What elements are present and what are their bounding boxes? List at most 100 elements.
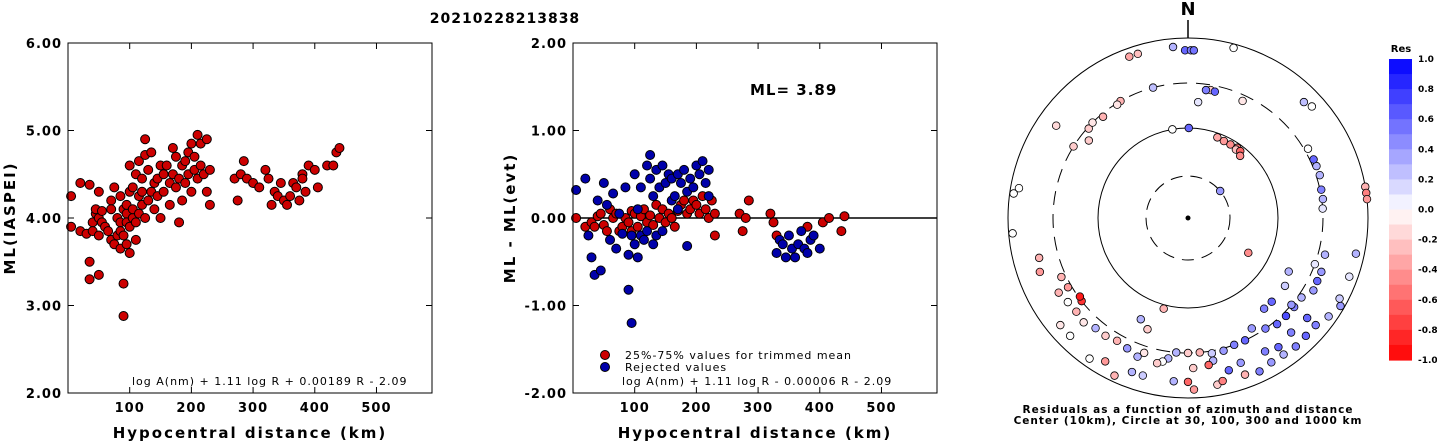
ml-residual-data-point <box>623 249 634 260</box>
ml-iaspei-data-point <box>93 230 104 241</box>
station-residual-point <box>1261 324 1270 333</box>
station-residual-point <box>1079 318 1088 327</box>
ml-iaspei-data-point <box>174 217 185 228</box>
ml-iaspei-data-point <box>177 195 188 206</box>
ml-residual-y-axis-label: ML - ML(evt) <box>501 153 519 283</box>
station-residual-point <box>1219 346 1228 355</box>
ml-iaspei-data-point <box>170 182 181 193</box>
ml-residual-data-point <box>679 195 690 206</box>
ml-residual-data-point <box>771 248 782 258</box>
ml-residual-x-tick-label: 400 <box>805 401 835 416</box>
colorbar-tick-label: 0.4 <box>1418 145 1434 155</box>
station-residual-point <box>1267 297 1276 306</box>
station-residual-point <box>1127 367 1137 377</box>
station-residual-point <box>1084 124 1093 133</box>
ml-residual-data-point <box>645 150 656 160</box>
ml-iaspei-data-point <box>84 256 95 267</box>
station-residual-point <box>1307 102 1317 111</box>
colorbar-segment <box>1389 299 1412 316</box>
colorbar-tick-labels: 1.0 0.8 0.6 0.4 0.2 0.0 -0.2 -0.4 -0.6 -0.8 -1.0 <box>1418 55 1437 366</box>
station-residual-point <box>1229 43 1238 53</box>
ml-iaspei-data-point <box>186 186 197 197</box>
ml-iaspei-data-point <box>312 182 323 193</box>
station-residual-point <box>1054 288 1063 297</box>
ml-residual-data-point <box>777 239 788 250</box>
ml-residual-data-point <box>691 199 702 210</box>
station-residual-point <box>1183 377 1193 387</box>
ml-residual-data-point <box>709 230 720 241</box>
station-residual-point <box>1238 96 1247 106</box>
ml-iaspei-data-point <box>93 186 104 197</box>
station-residual-point <box>1133 49 1143 59</box>
ml-iaspei-x-tick-label: 300 <box>238 401 268 416</box>
ml-residual-data-point <box>682 241 693 251</box>
station-residual-point <box>1098 112 1108 121</box>
ml-residual-x-tick-label: 100 <box>620 401 650 416</box>
colorbar-segment <box>1389 224 1412 241</box>
station-residual-points <box>1008 42 1372 394</box>
ml-iaspei-data-point <box>328 160 339 171</box>
ml-iaspei-data-point <box>282 199 293 210</box>
ml-iaspei-data-point <box>137 173 148 184</box>
ml-iaspei-data-point <box>130 217 141 228</box>
colorbar-tick-label: -0.4 <box>1418 266 1437 276</box>
station-residual-point <box>1229 340 1239 350</box>
station-residual-point <box>1272 319 1282 329</box>
ml-residual-data-point <box>601 199 612 210</box>
station-residual-point <box>1085 354 1094 363</box>
colorbar-segment <box>1389 149 1412 165</box>
polar-caption-line-2: Center (10km), Circle at 30, 100, 300 an… <box>1014 415 1363 427</box>
colorbar-segment <box>1389 314 1412 331</box>
ml-residual-plot-frame <box>572 42 938 394</box>
ml-iaspei-y-tick-label: 6.00 <box>26 37 62 52</box>
ml-residual-data-point <box>780 252 791 263</box>
ml-iaspei-data-point <box>143 195 154 206</box>
ml-residual-data-point <box>672 204 683 215</box>
ml-iaspei-y-tick-label: 3.00 <box>26 300 62 315</box>
legend-accepted-marker <box>600 350 610 360</box>
ml-residual-panel: 100 200 300 400 500 -2.00 -1.00 0.00 1.00 2.00 ML… <box>501 37 938 441</box>
ml-residual-x-tick-label: 200 <box>681 401 711 416</box>
ml-iaspei-data-point <box>155 213 166 223</box>
ml-residual-data-point <box>814 243 825 254</box>
station-residual-point <box>1280 281 1290 291</box>
ml-iaspei-data-point <box>121 239 132 250</box>
colorbar-segment <box>1389 104 1412 120</box>
ml-iaspei-data-point <box>140 134 151 145</box>
colorbar-tick-label: -0.2 <box>1418 236 1437 246</box>
station-residual-point <box>1172 348 1181 357</box>
colorbar-title: Res <box>1391 44 1411 55</box>
station-residual-point <box>1034 253 1044 263</box>
ml-residual-data-point <box>679 164 690 175</box>
colorbar-segment <box>1389 74 1412 90</box>
station-residual-point <box>1084 136 1094 145</box>
colorbar-segment <box>1389 164 1412 180</box>
ml-iaspei-data-point <box>192 129 203 140</box>
station-residual-point <box>1014 183 1024 193</box>
station-residual-point <box>1281 311 1291 321</box>
ml-residual-data-point <box>700 204 711 215</box>
station-residual-point <box>1235 151 1245 161</box>
ml-iaspei-x-axis-label: Hypocentral distance (km) <box>113 424 388 441</box>
ml-residual-data-point <box>623 284 634 295</box>
ml-iaspei-data-point <box>180 178 191 188</box>
ml-residual-data-point <box>657 160 668 171</box>
station-residual-point <box>1267 358 1276 367</box>
station-residual-point <box>1309 286 1318 295</box>
station-residual-point <box>1236 358 1245 367</box>
station-residual-point <box>1088 118 1097 127</box>
ml-residual-data-point <box>611 243 622 254</box>
ml-iaspei-data-point <box>158 169 169 180</box>
station-residual-point <box>1112 336 1122 346</box>
colorbar-segment <box>1389 59 1412 75</box>
ml-iaspei-data-point <box>96 206 107 216</box>
ml-iaspei-y-tick-label: 2.00 <box>26 387 62 402</box>
ml-residual-data-point <box>620 182 631 193</box>
station-residual-point <box>1324 312 1333 321</box>
figure-title: 20210228213838 <box>430 11 580 27</box>
ml-residual-data-point <box>645 173 656 184</box>
ml-iaspei-data-point <box>103 226 114 237</box>
ml-residual-data-point <box>623 217 634 228</box>
ml-iaspei-ticks: 100 200 300 400 500 2.00 3.00 4.00 5.00 6.00 <box>26 37 432 416</box>
